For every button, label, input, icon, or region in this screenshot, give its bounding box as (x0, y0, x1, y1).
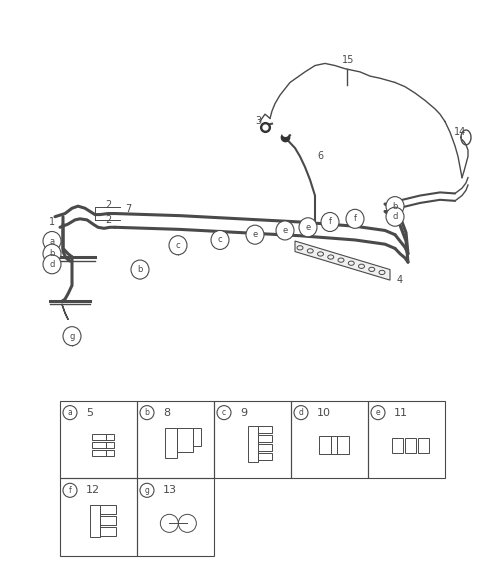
Text: b: b (49, 249, 55, 258)
Text: e: e (252, 230, 258, 239)
Circle shape (131, 260, 149, 279)
Text: g: g (69, 332, 75, 341)
Circle shape (43, 255, 61, 274)
Text: 15: 15 (342, 55, 354, 65)
Bar (258, 425, 272, 433)
Text: d: d (49, 260, 55, 269)
Bar (258, 453, 272, 460)
Bar (90, 506, 100, 537)
Bar (319, 436, 331, 454)
Circle shape (299, 218, 317, 237)
Text: 2: 2 (105, 215, 111, 225)
Circle shape (63, 406, 77, 420)
Text: f: f (353, 214, 357, 223)
Bar (419, 437, 429, 453)
Circle shape (294, 406, 308, 420)
Text: 6: 6 (317, 152, 323, 161)
Text: 1: 1 (49, 217, 55, 227)
Circle shape (63, 327, 81, 346)
Text: 10: 10 (317, 408, 331, 417)
Bar (337, 436, 349, 454)
Bar (137, 400, 214, 478)
Polygon shape (295, 241, 390, 280)
Text: c: c (176, 241, 180, 250)
Text: a: a (68, 408, 72, 417)
Circle shape (140, 483, 154, 498)
Bar (100, 527, 116, 536)
Bar (92, 442, 107, 448)
Text: e: e (376, 408, 380, 417)
Text: 12: 12 (86, 485, 100, 495)
Text: d: d (392, 212, 398, 221)
Text: f: f (328, 218, 332, 227)
Bar (107, 442, 114, 448)
Circle shape (246, 225, 264, 244)
Bar (258, 435, 272, 442)
Bar (405, 437, 416, 453)
Bar (100, 506, 116, 515)
Text: 9: 9 (240, 408, 247, 417)
Circle shape (169, 236, 187, 255)
Bar (193, 428, 201, 446)
Circle shape (386, 197, 404, 216)
Text: g: g (144, 486, 149, 495)
Bar (107, 450, 114, 456)
Text: b: b (392, 202, 398, 211)
Text: 8: 8 (163, 408, 170, 417)
Text: a: a (49, 236, 55, 245)
Bar (291, 400, 368, 478)
Bar (331, 436, 337, 454)
Text: e: e (282, 226, 288, 235)
Text: f: f (69, 486, 72, 495)
Bar (248, 425, 258, 462)
Text: 3: 3 (255, 115, 261, 126)
Bar (258, 444, 272, 450)
Circle shape (63, 483, 77, 498)
Bar (92, 433, 107, 440)
Text: 11: 11 (394, 408, 408, 417)
Bar (107, 433, 114, 440)
Text: 5: 5 (86, 408, 93, 417)
Bar (368, 400, 445, 478)
Bar (177, 428, 193, 452)
Text: c: c (222, 408, 226, 417)
Bar (392, 437, 403, 453)
Circle shape (43, 244, 61, 263)
Text: e: e (305, 223, 311, 232)
Text: 7: 7 (125, 204, 131, 214)
Bar (100, 516, 116, 525)
Text: c: c (218, 236, 222, 244)
Circle shape (217, 406, 231, 420)
Circle shape (321, 212, 339, 232)
Circle shape (276, 221, 294, 240)
Circle shape (211, 231, 229, 249)
Bar (92, 450, 107, 456)
Circle shape (43, 232, 61, 250)
Text: d: d (299, 408, 303, 417)
Circle shape (386, 207, 404, 226)
Text: 2: 2 (105, 200, 111, 210)
Bar (165, 428, 177, 458)
Bar (137, 478, 214, 556)
Bar (214, 400, 291, 478)
Circle shape (371, 406, 385, 420)
Text: 13: 13 (163, 485, 177, 495)
Circle shape (140, 406, 154, 420)
Bar (60, 400, 137, 478)
Text: 4: 4 (397, 275, 403, 285)
Circle shape (346, 209, 364, 228)
Bar (60, 478, 137, 556)
Text: 14: 14 (454, 127, 466, 137)
Text: b: b (137, 265, 143, 274)
Text: b: b (144, 408, 149, 417)
